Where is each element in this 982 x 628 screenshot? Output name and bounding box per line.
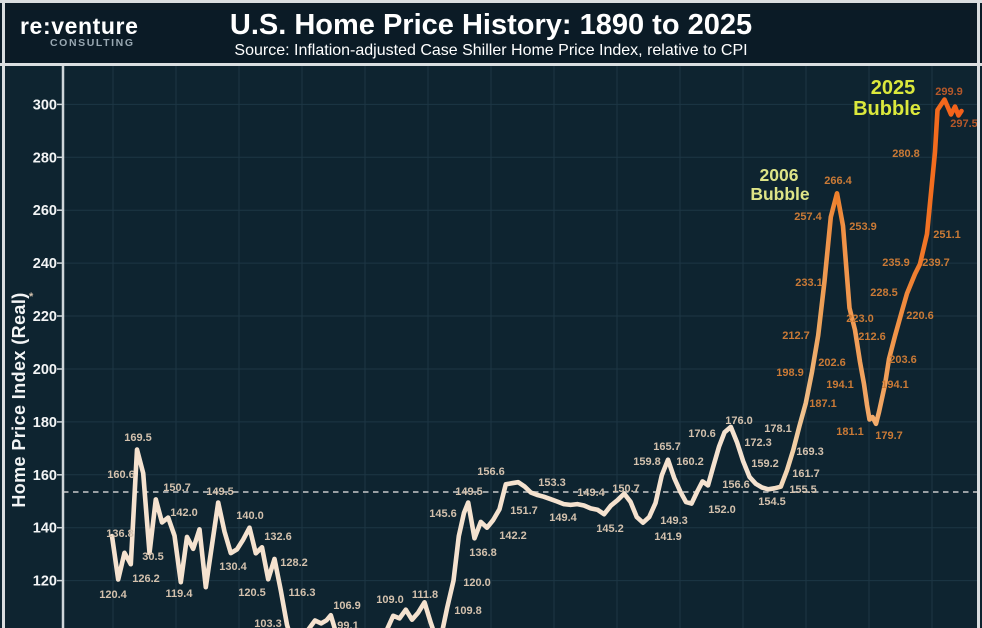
svg-text:Bubble: Bubble — [750, 184, 810, 204]
svg-text:149.5: 149.5 — [206, 486, 234, 498]
svg-text:200: 200 — [33, 362, 57, 378]
svg-text:150.7: 150.7 — [612, 483, 640, 495]
svg-text:2025: 2025 — [871, 77, 916, 99]
svg-text:181.1: 181.1 — [836, 426, 864, 438]
svg-text:160.6: 160.6 — [107, 469, 135, 481]
svg-text:30.5: 30.5 — [142, 551, 163, 563]
svg-text:187.1: 187.1 — [809, 398, 837, 410]
svg-text:136.8: 136.8 — [469, 547, 497, 559]
svg-text:203.6: 203.6 — [889, 354, 917, 366]
svg-text:142.2: 142.2 — [499, 530, 527, 542]
svg-text:161.7: 161.7 — [792, 468, 820, 480]
svg-text:251.1: 251.1 — [933, 229, 961, 241]
svg-text:130.4: 130.4 — [219, 561, 247, 573]
svg-text:103.3: 103.3 — [254, 618, 282, 628]
svg-text:180: 180 — [33, 415, 57, 431]
svg-text:202.6: 202.6 — [818, 357, 846, 369]
svg-text:111.8: 111.8 — [412, 589, 438, 601]
svg-text:220.6: 220.6 — [906, 310, 934, 322]
svg-text:145.6: 145.6 — [429, 508, 457, 520]
svg-text:141.9: 141.9 — [654, 531, 682, 543]
svg-text:160.2: 160.2 — [676, 456, 704, 468]
svg-text:99.1: 99.1 — [337, 620, 358, 628]
svg-text:300: 300 — [33, 97, 57, 113]
svg-text:239.7: 239.7 — [922, 257, 950, 269]
svg-text:151.7: 151.7 — [510, 505, 538, 517]
svg-text:Bubble: Bubble — [853, 98, 921, 120]
svg-text:220: 220 — [33, 309, 57, 325]
svg-text:156.6: 156.6 — [477, 466, 505, 478]
svg-text:235.9: 235.9 — [882, 257, 910, 269]
svg-text:253.9: 253.9 — [849, 221, 877, 233]
svg-text:155.5: 155.5 — [789, 484, 817, 496]
svg-text:149.5: 149.5 — [455, 486, 483, 498]
svg-text:119.4: 119.4 — [166, 588, 194, 600]
svg-text:153.3: 153.3 — [538, 477, 566, 489]
svg-text:280: 280 — [33, 150, 57, 166]
svg-text:150.7: 150.7 — [163, 482, 191, 494]
svg-text:132.6: 132.6 — [264, 531, 292, 543]
svg-text:116.3: 116.3 — [289, 587, 316, 599]
svg-text:194.1: 194.1 — [881, 379, 909, 391]
svg-text:176.0: 176.0 — [725, 415, 753, 427]
svg-text:299.9: 299.9 — [935, 86, 963, 98]
svg-text:233.1: 233.1 — [795, 277, 823, 289]
svg-text:169.3: 169.3 — [796, 446, 824, 458]
svg-text:178.1: 178.1 — [764, 423, 792, 435]
svg-text:280.8: 280.8 — [892, 148, 920, 160]
svg-text:260: 260 — [33, 203, 57, 219]
svg-text:149.4: 149.4 — [577, 487, 605, 499]
svg-text:136.8: 136.8 — [106, 528, 134, 540]
svg-text:120: 120 — [33, 574, 57, 590]
svg-text:142.0: 142.0 — [170, 507, 198, 519]
svg-text:126.2: 126.2 — [132, 573, 160, 585]
svg-text:169.5: 169.5 — [124, 432, 152, 444]
svg-text:212.7: 212.7 — [782, 330, 810, 342]
svg-text:212.6: 212.6 — [858, 331, 886, 343]
svg-text:140.0: 140.0 — [236, 510, 264, 522]
svg-text:266.4: 266.4 — [824, 175, 852, 187]
svg-text:160: 160 — [33, 468, 57, 484]
svg-text:154.5: 154.5 — [758, 496, 786, 508]
svg-text:*: * — [29, 291, 34, 303]
svg-text:198.9: 198.9 — [776, 367, 804, 379]
svg-text:120.4: 120.4 — [99, 589, 127, 601]
svg-text:106.9: 106.9 — [333, 600, 361, 612]
svg-text:194.1: 194.1 — [826, 379, 854, 391]
svg-text:109.0: 109.0 — [376, 594, 404, 606]
svg-text:240: 240 — [33, 256, 57, 272]
svg-text:170.6: 170.6 — [688, 428, 716, 440]
svg-text:120.0: 120.0 — [463, 577, 491, 589]
svg-text:159.8: 159.8 — [633, 456, 661, 468]
svg-text:149.4: 149.4 — [549, 512, 577, 524]
svg-text:120.5: 120.5 — [238, 587, 266, 599]
svg-text:109.8: 109.8 — [454, 605, 482, 617]
svg-text:152.0: 152.0 — [708, 504, 736, 516]
svg-text:228.5: 228.5 — [870, 287, 898, 299]
svg-text:140: 140 — [33, 521, 57, 537]
svg-text:156.6: 156.6 — [722, 479, 750, 491]
svg-text:149.3: 149.3 — [660, 515, 688, 527]
svg-text:172.3: 172.3 — [744, 437, 772, 449]
svg-text:159.2: 159.2 — [751, 458, 779, 470]
svg-text:257.4: 257.4 — [794, 211, 822, 223]
svg-text:Home Price Index (Real): Home Price Index (Real) — [9, 292, 29, 507]
svg-text:145.2: 145.2 — [596, 523, 624, 535]
svg-text:179.7: 179.7 — [875, 430, 903, 442]
svg-text:297.5: 297.5 — [950, 118, 978, 130]
svg-text:165.7: 165.7 — [653, 441, 681, 453]
svg-text:128.2: 128.2 — [280, 557, 308, 569]
svg-text:223.0: 223.0 — [846, 313, 874, 325]
svg-text:2006: 2006 — [760, 165, 799, 185]
